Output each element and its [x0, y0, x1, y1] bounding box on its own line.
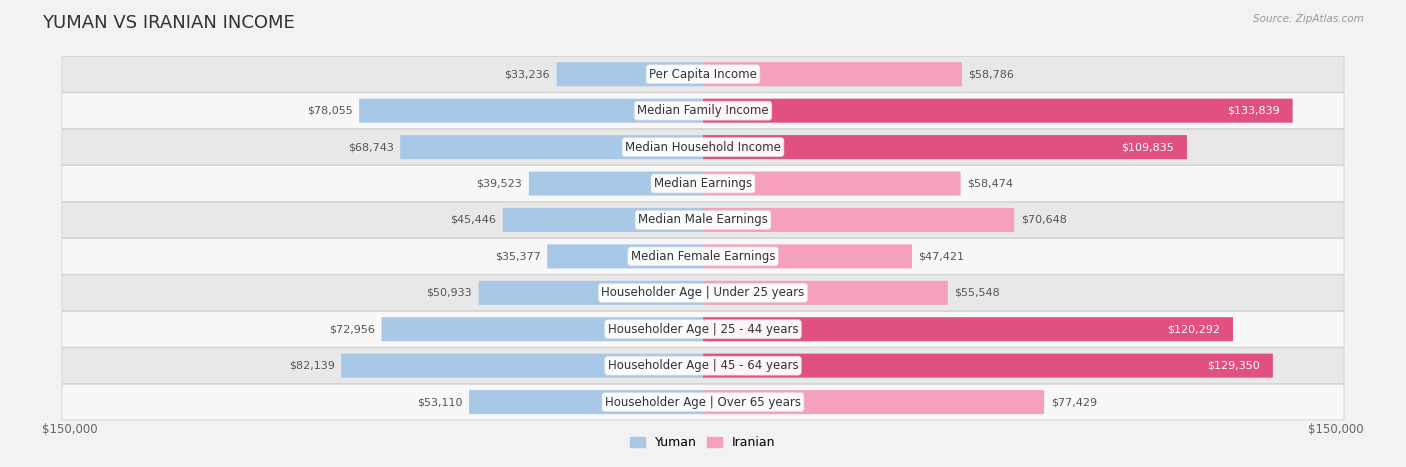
Text: $47,421: $47,421: [918, 251, 965, 262]
FancyBboxPatch shape: [557, 62, 703, 86]
FancyBboxPatch shape: [703, 171, 960, 196]
Text: $70,648: $70,648: [1021, 215, 1067, 225]
Text: $109,835: $109,835: [1121, 142, 1174, 152]
FancyBboxPatch shape: [62, 239, 1344, 274]
Text: $120,292: $120,292: [1167, 324, 1220, 334]
FancyBboxPatch shape: [381, 317, 703, 341]
FancyBboxPatch shape: [703, 208, 1014, 232]
FancyBboxPatch shape: [703, 354, 1272, 378]
FancyBboxPatch shape: [401, 135, 703, 159]
FancyBboxPatch shape: [529, 171, 703, 196]
FancyBboxPatch shape: [703, 317, 1233, 341]
FancyBboxPatch shape: [342, 354, 703, 378]
Text: $129,350: $129,350: [1206, 361, 1260, 371]
FancyBboxPatch shape: [703, 244, 912, 269]
FancyBboxPatch shape: [62, 311, 1344, 347]
Text: Source: ZipAtlas.com: Source: ZipAtlas.com: [1253, 14, 1364, 24]
Text: $150,000: $150,000: [42, 423, 98, 436]
Text: $82,139: $82,139: [288, 361, 335, 371]
Text: $53,110: $53,110: [418, 397, 463, 407]
Text: Median Family Income: Median Family Income: [637, 104, 769, 117]
Text: Median Household Income: Median Household Income: [626, 141, 780, 154]
Text: Householder Age | 45 - 64 years: Householder Age | 45 - 64 years: [607, 359, 799, 372]
Text: $33,236: $33,236: [505, 69, 550, 79]
FancyBboxPatch shape: [359, 99, 703, 123]
Text: $78,055: $78,055: [307, 106, 353, 116]
Text: YUMAN VS IRANIAN INCOME: YUMAN VS IRANIAN INCOME: [42, 14, 295, 32]
FancyBboxPatch shape: [62, 384, 1344, 420]
Legend: Yuman, Iranian: Yuman, Iranian: [626, 431, 780, 454]
Text: $77,429: $77,429: [1050, 397, 1097, 407]
FancyBboxPatch shape: [703, 390, 1045, 414]
FancyBboxPatch shape: [478, 281, 703, 305]
FancyBboxPatch shape: [62, 275, 1344, 311]
FancyBboxPatch shape: [547, 244, 703, 269]
Text: $50,933: $50,933: [426, 288, 472, 298]
FancyBboxPatch shape: [703, 281, 948, 305]
Text: Median Earnings: Median Earnings: [654, 177, 752, 190]
FancyBboxPatch shape: [703, 135, 1187, 159]
Text: Median Male Earnings: Median Male Earnings: [638, 213, 768, 226]
FancyBboxPatch shape: [703, 99, 1292, 123]
Text: $150,000: $150,000: [1308, 423, 1364, 436]
Text: $58,786: $58,786: [969, 69, 1015, 79]
FancyBboxPatch shape: [62, 129, 1344, 165]
Text: $45,446: $45,446: [450, 215, 496, 225]
Text: $72,956: $72,956: [329, 324, 375, 334]
Text: $68,743: $68,743: [347, 142, 394, 152]
Text: $55,548: $55,548: [955, 288, 1000, 298]
Text: $133,839: $133,839: [1226, 106, 1279, 116]
Text: $35,377: $35,377: [495, 251, 540, 262]
Text: Householder Age | Over 65 years: Householder Age | Over 65 years: [605, 396, 801, 409]
Text: $39,523: $39,523: [477, 178, 522, 189]
FancyBboxPatch shape: [62, 57, 1344, 92]
FancyBboxPatch shape: [503, 208, 703, 232]
FancyBboxPatch shape: [62, 93, 1344, 128]
Text: Householder Age | Under 25 years: Householder Age | Under 25 years: [602, 286, 804, 299]
FancyBboxPatch shape: [703, 62, 962, 86]
FancyBboxPatch shape: [62, 166, 1344, 201]
FancyBboxPatch shape: [470, 390, 703, 414]
Text: $58,474: $58,474: [967, 178, 1014, 189]
Text: Per Capita Income: Per Capita Income: [650, 68, 756, 81]
Text: Householder Age | 25 - 44 years: Householder Age | 25 - 44 years: [607, 323, 799, 336]
FancyBboxPatch shape: [62, 348, 1344, 383]
FancyBboxPatch shape: [62, 202, 1344, 238]
Text: Median Female Earnings: Median Female Earnings: [631, 250, 775, 263]
